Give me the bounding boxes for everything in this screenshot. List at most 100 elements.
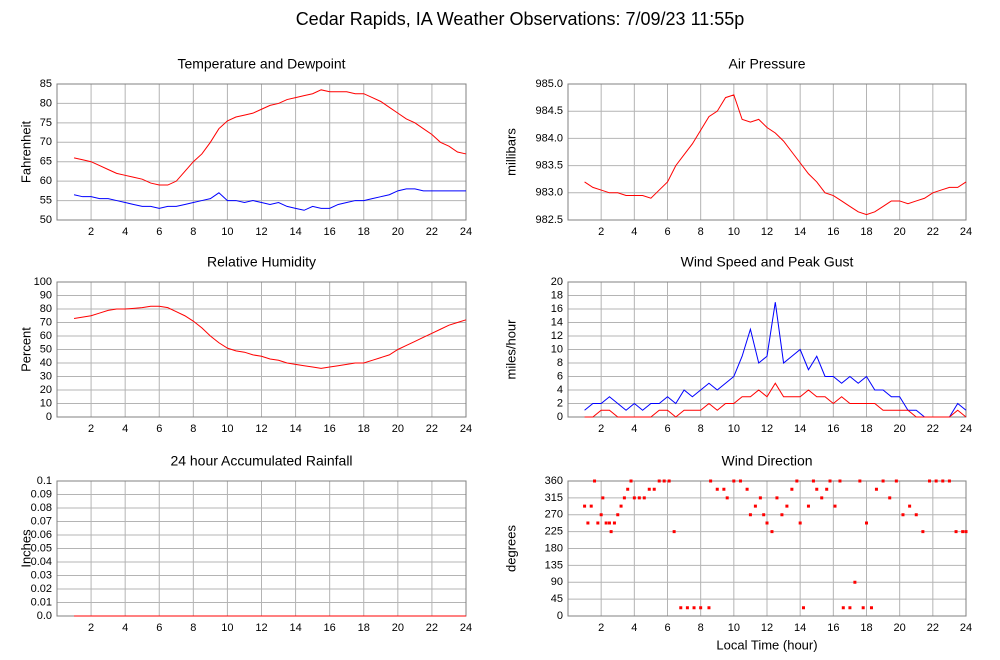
x-tick-label: 6: [156, 226, 162, 238]
data-point: [722, 487, 726, 491]
plot-border: [56, 83, 467, 221]
y-tick-label: 0.02: [31, 583, 52, 595]
x-tick-label: 6: [664, 622, 670, 634]
data-point: [914, 513, 918, 517]
data-point: [652, 487, 656, 491]
data-point: [738, 479, 742, 483]
y-tick-label: 0.06: [31, 529, 52, 541]
x-tick-label: 14: [794, 622, 806, 634]
y-tick-label: 983.0: [535, 187, 563, 199]
data-line: [584, 382, 967, 418]
data-point: [881, 479, 885, 483]
x-tick-label: 16: [827, 226, 839, 238]
data-point: [825, 487, 829, 491]
data-point: [869, 606, 873, 610]
y-tick-label: 80: [40, 303, 52, 315]
y-tick-label: 360: [545, 475, 563, 487]
x-tick-label: 14: [289, 622, 301, 634]
y-tick-label: 315: [545, 492, 563, 504]
y-tick-label: 0.04: [31, 556, 52, 568]
x-tick-label: 20: [894, 226, 906, 238]
x-tick-label: 18: [860, 423, 872, 435]
data-point: [679, 606, 683, 610]
data-line: [73, 305, 467, 369]
data-point: [632, 496, 636, 500]
y-tick-label: 0.07: [31, 515, 52, 527]
x-tick-label: 16: [827, 423, 839, 435]
data-line: [73, 188, 466, 211]
x-tick-label: 12: [761, 622, 773, 634]
data-point: [775, 496, 779, 500]
y-tick-label: 60: [40, 175, 52, 187]
data-point: [596, 521, 600, 525]
x-tick-label: 6: [156, 423, 162, 435]
y-tick-label: 6: [557, 370, 563, 382]
data-point: [811, 479, 815, 483]
data-point: [874, 487, 878, 491]
y-tick-label: 984.0: [535, 132, 563, 144]
y-tick-label: 0.03: [31, 569, 52, 581]
data-point: [848, 606, 852, 610]
x-tick-label: 22: [426, 423, 438, 435]
data-point: [828, 479, 832, 483]
x-tick-label: 24: [960, 226, 972, 238]
y-axis-label: millibars: [503, 128, 518, 176]
x-tick-label: 24: [960, 423, 972, 435]
x-tick-label: 4: [122, 622, 128, 634]
data-line: [584, 302, 967, 418]
x-tick-label: 16: [324, 226, 336, 238]
data-line: [73, 89, 467, 186]
data-point: [626, 487, 630, 491]
y-tick-label: 45: [551, 593, 563, 605]
data-point: [657, 479, 661, 483]
data-point: [858, 479, 862, 483]
x-tick-label: 8: [698, 622, 704, 634]
plot-border: [56, 281, 467, 418]
x-tick-label: 2: [88, 622, 94, 634]
y-tick-label: 4: [557, 384, 563, 396]
x-tick-label: 24: [960, 622, 972, 634]
data-point: [604, 521, 608, 525]
data-point: [616, 513, 620, 517]
y-tick-label: 0: [557, 411, 563, 423]
y-tick-label: 135: [545, 559, 563, 571]
x-tick-label: 8: [190, 423, 196, 435]
y-tick-label: 90: [551, 576, 563, 588]
x-axis-label: Local Time (hour): [716, 637, 817, 652]
data-point: [601, 496, 605, 500]
data-point: [707, 606, 711, 610]
data-point: [770, 530, 774, 534]
x-tick-label: 18: [860, 622, 872, 634]
data-point: [801, 606, 805, 610]
panel-title: Wind Direction: [721, 453, 812, 469]
y-tick-label: 985.0: [535, 78, 563, 90]
x-tick-label: 4: [122, 423, 128, 435]
x-tick-label: 24: [460, 622, 472, 634]
y-tick-label: 984.5: [535, 105, 563, 117]
x-tick-label: 10: [728, 226, 740, 238]
x-tick-label: 20: [392, 622, 404, 634]
x-tick-label: 16: [324, 622, 336, 634]
data-point: [795, 479, 799, 483]
y-axis-label: Fahrenheit: [18, 121, 33, 184]
x-tick-label: 22: [927, 423, 939, 435]
y-tick-label: 0.0: [37, 610, 52, 622]
data-point: [637, 496, 641, 500]
data-point: [662, 479, 666, 483]
x-tick-label: 12: [255, 622, 267, 634]
y-tick-label: 10: [40, 397, 52, 409]
y-tick-label: 983.5: [535, 160, 563, 172]
x-tick-label: 6: [664, 423, 670, 435]
x-tick-label: 8: [190, 226, 196, 238]
y-tick-label: 50: [40, 343, 52, 355]
data-point: [908, 504, 912, 508]
data-point: [715, 487, 719, 491]
data-point: [745, 487, 749, 491]
data-point: [692, 606, 696, 610]
y-tick-label: 8: [557, 357, 563, 369]
data-point: [647, 487, 651, 491]
x-tick-label: 14: [794, 226, 806, 238]
data-point: [798, 521, 802, 525]
x-tick-label: 14: [289, 423, 301, 435]
data-point: [785, 504, 789, 508]
